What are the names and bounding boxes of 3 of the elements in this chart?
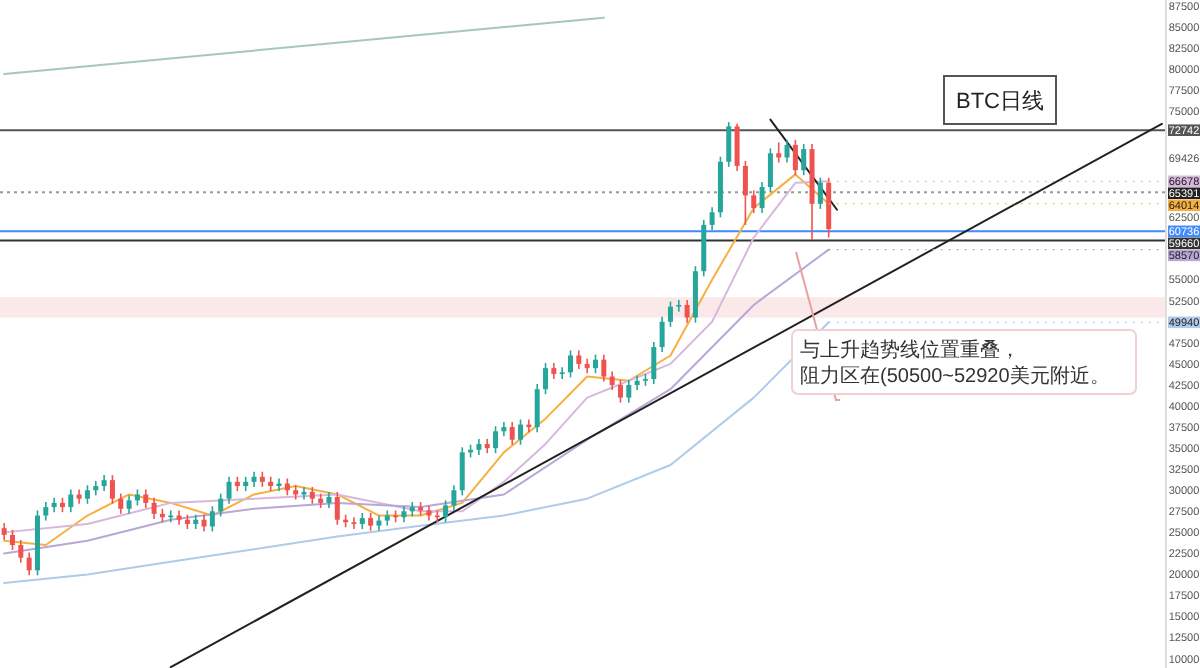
annotation: BTC日线 xyxy=(956,88,1044,114)
annotation: 阻力区在(50500~52920美元附近。 xyxy=(800,364,1110,388)
annotation: 与上升趋势线位置重叠， xyxy=(800,338,1020,362)
